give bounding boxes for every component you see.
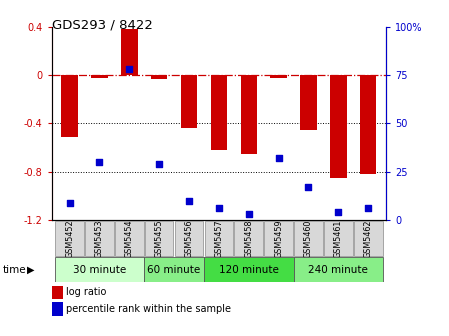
Bar	[181, 75, 197, 128]
Bar	[144, 257, 204, 282]
Bar	[175, 221, 203, 256]
Point	[66, 200, 73, 205]
Text: 30 minute: 30 minute	[73, 265, 126, 275]
Point	[215, 206, 222, 211]
Point	[245, 212, 252, 217]
Text: percentile rank within the sample: percentile rank within the sample	[66, 304, 231, 314]
Text: GSM5453: GSM5453	[95, 219, 104, 258]
Bar	[270, 75, 287, 78]
Text: GSM5454: GSM5454	[125, 219, 134, 258]
Point	[185, 198, 193, 204]
Point	[155, 161, 163, 167]
Text: GSM5462: GSM5462	[364, 219, 373, 258]
Bar	[55, 257, 144, 282]
Text: ▶: ▶	[27, 265, 34, 275]
Bar	[360, 75, 376, 174]
Text: GDS293 / 8422: GDS293 / 8422	[52, 18, 153, 32]
Bar	[294, 221, 323, 256]
Point	[365, 206, 372, 211]
Point	[335, 210, 342, 215]
Bar	[264, 221, 293, 256]
Bar	[91, 75, 108, 78]
Text: GSM5459: GSM5459	[274, 219, 283, 258]
Point	[275, 156, 282, 161]
Bar	[145, 221, 173, 256]
Bar	[300, 75, 317, 129]
Point	[96, 160, 103, 165]
Bar	[324, 221, 353, 256]
Bar	[62, 75, 78, 137]
Text: GSM5457: GSM5457	[214, 219, 224, 258]
Bar	[294, 257, 383, 282]
Bar	[121, 29, 137, 75]
Text: log ratio: log ratio	[66, 287, 107, 297]
Point	[126, 67, 133, 72]
Bar	[205, 221, 233, 256]
Bar	[234, 221, 263, 256]
Text: GSM5455: GSM5455	[154, 219, 163, 258]
Text: 60 minute: 60 minute	[147, 265, 201, 275]
Text: GSM5452: GSM5452	[65, 219, 74, 258]
Text: GSM5461: GSM5461	[334, 219, 343, 258]
Bar	[354, 221, 383, 256]
Bar	[204, 257, 294, 282]
Bar	[115, 221, 144, 256]
Bar	[151, 75, 167, 79]
Text: GSM5460: GSM5460	[304, 219, 313, 258]
Text: GSM5456: GSM5456	[185, 219, 194, 258]
Bar	[211, 75, 227, 150]
Text: time: time	[2, 265, 26, 275]
Text: 240 minute: 240 minute	[308, 265, 368, 275]
Bar	[55, 221, 84, 256]
Bar	[85, 221, 114, 256]
Text: GSM5458: GSM5458	[244, 219, 253, 258]
Point	[305, 184, 312, 190]
Bar	[330, 75, 347, 178]
Bar	[241, 75, 257, 154]
Text: 120 minute: 120 minute	[219, 265, 279, 275]
